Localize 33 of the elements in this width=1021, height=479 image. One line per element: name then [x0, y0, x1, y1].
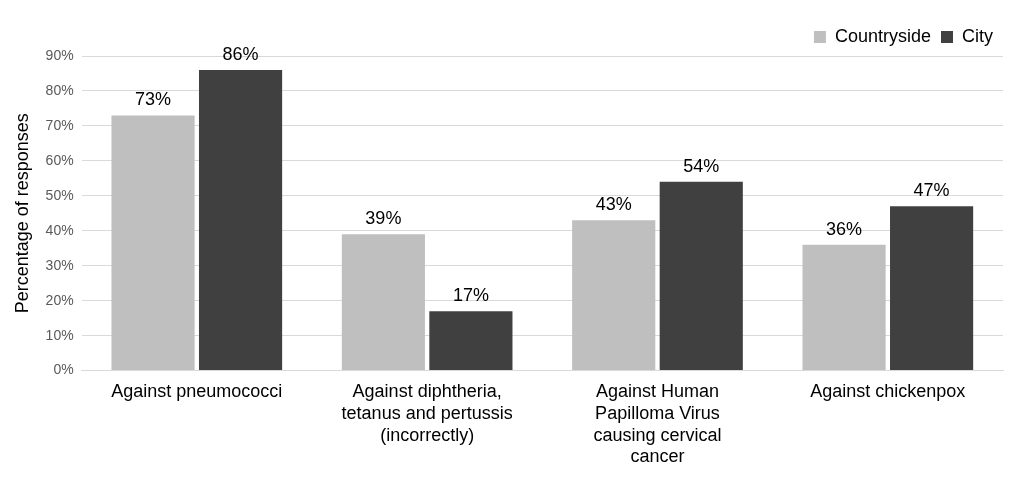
data-label: 39%: [365, 208, 402, 229]
bar: [802, 244, 886, 371]
y-tick-label: 90%: [45, 46, 74, 63]
y-tick-label: 70%: [45, 116, 74, 133]
y-tick-label: 10%: [45, 326, 74, 343]
data-label: 36%: [826, 218, 863, 239]
y-axis-title: Percentage of responses: [11, 113, 32, 314]
data-label: 47%: [913, 180, 950, 201]
x-tick-label: Against pneumococci: [111, 381, 283, 402]
y-tick-label: 60%: [45, 151, 74, 168]
y-tick-label: 50%: [45, 186, 74, 203]
x-tick-label: Against diphtheria, tetanus and pertussis (incorrectly): [341, 381, 513, 445]
bar: [572, 220, 656, 371]
bar: [429, 311, 513, 371]
x-tick-label: Against Human Papilloma Virus causing cervical cancer: [593, 381, 722, 467]
y-tick-label: 80%: [45, 81, 74, 98]
data-label: 73%: [135, 89, 172, 110]
bar: [198, 69, 283, 371]
y-tick-label: 40%: [45, 221, 74, 238]
bar: [659, 181, 743, 371]
legend-label: City: [962, 25, 993, 46]
data-label: 43%: [595, 194, 632, 215]
legend-label: Countryside: [834, 25, 931, 46]
y-tick-label: 20%: [45, 291, 74, 308]
bar: [890, 206, 974, 371]
data-label: 86%: [222, 43, 259, 64]
x-tick-label: Against chickenpox: [810, 381, 966, 402]
data-label: 17%: [452, 285, 489, 306]
bar: [341, 234, 425, 371]
data-label: 54%: [683, 155, 720, 176]
y-tick-label: 0%: [53, 361, 74, 378]
bar: [111, 115, 195, 371]
y-tick-label: 30%: [45, 256, 74, 273]
